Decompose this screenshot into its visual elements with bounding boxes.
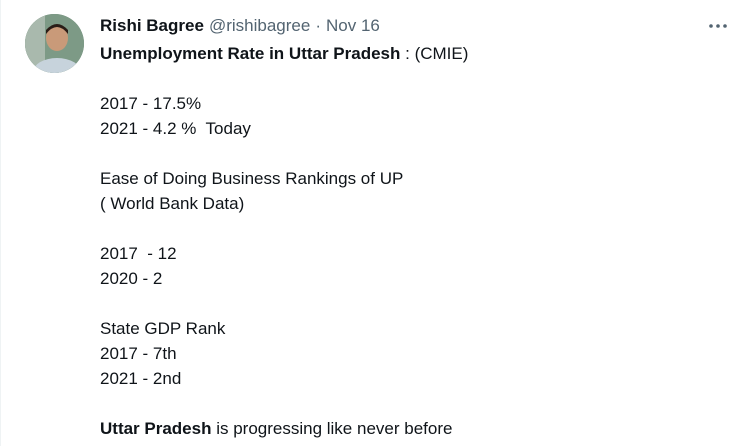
- tweet-header: Rishi Bagree @rishibagree · Nov 16: [100, 15, 380, 37]
- more-horizontal-icon: [709, 24, 727, 28]
- tweet-line: State GDP Rank: [100, 319, 226, 338]
- blank-line: [100, 141, 720, 166]
- tweet-line: Unemployment Rate in Uttar Pradesh : (CM…: [100, 41, 720, 66]
- tweet-line: 2017 - 17.5%: [100, 94, 202, 113]
- avatar-image: [25, 14, 84, 73]
- tweet-text: Unemployment Rate in Uttar Pradesh : (CM…: [100, 41, 720, 441]
- tweet-text-span: is progressing like never before: [211, 419, 453, 438]
- author-display-name[interactable]: Rishi Bagree: [100, 16, 204, 35]
- tweet-text-bold: Uttar Pradesh: [100, 419, 212, 438]
- tweet-text-span: : (CMIE): [400, 44, 469, 63]
- avatar[interactable]: [25, 14, 84, 73]
- tweet-line: ( World Bank Data): [100, 194, 245, 213]
- tweet-text-bold: Unemployment Rate in Uttar Pradesh: [100, 44, 401, 63]
- blank-line: [100, 216, 720, 241]
- tweet-line: 2020 - 2: [100, 269, 163, 288]
- tweet-date[interactable]: Nov 16: [325, 16, 380, 35]
- tweet-line: 2017 - 12: [100, 244, 177, 263]
- tweet-line: 2021 - 2nd: [100, 369, 182, 388]
- tweet-line: 2021 - 4.2 % Today: [100, 119, 251, 138]
- header-separator: ·: [315, 16, 321, 35]
- blank-line: [100, 391, 720, 416]
- tweet-line: 2017 - 7th: [100, 344, 177, 363]
- tweet-line: Ease of Doing Business Rankings of UP: [100, 169, 404, 188]
- blank-line: [100, 291, 720, 316]
- more-options-button[interactable]: [707, 16, 729, 36]
- blank-line: [100, 66, 720, 91]
- author-handle[interactable]: @rishibagree: [208, 16, 311, 35]
- tweet-line: Uttar Pradesh is progressing like never …: [100, 416, 720, 441]
